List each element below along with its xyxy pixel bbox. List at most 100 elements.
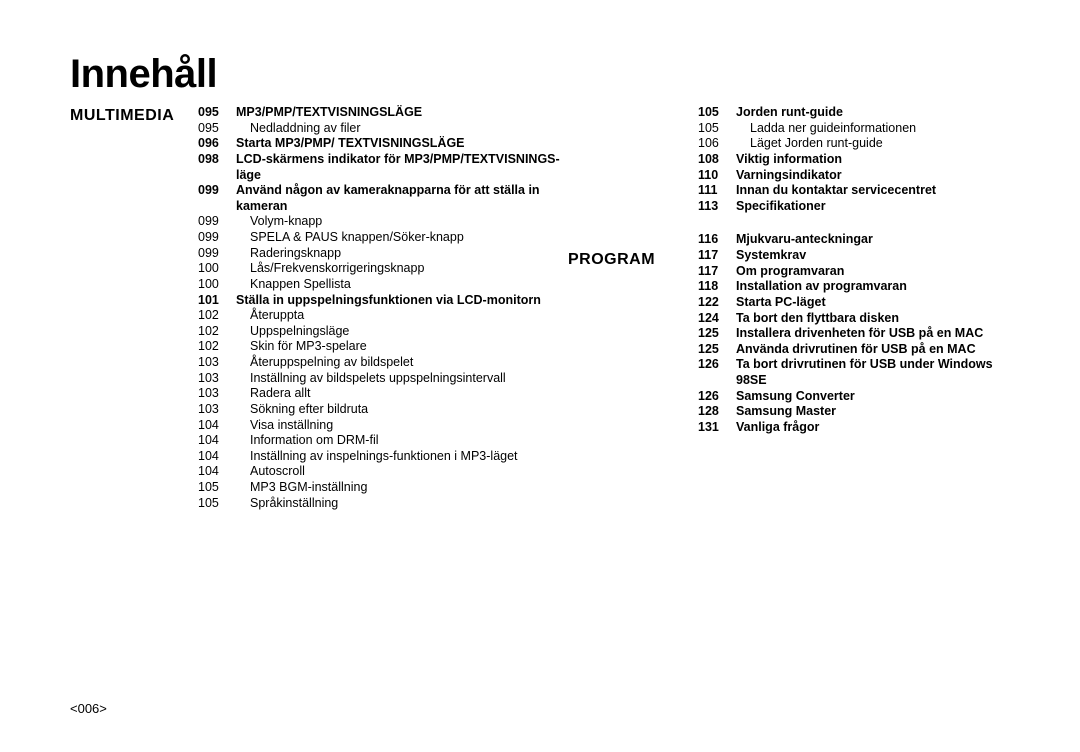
toc-row: 105Ladda ner guideinformationen	[698, 121, 1008, 137]
toc-row: 101Ställa in uppspelningsfunktionen via …	[198, 293, 568, 309]
toc-entry-text: Samsung Master	[736, 404, 1008, 420]
toc-page-number: 104	[198, 418, 236, 434]
toc-row: 110Varningsindikator	[698, 168, 1008, 184]
toc-page-number: 100	[198, 277, 236, 293]
toc-page-number: 103	[198, 371, 236, 387]
toc-entry-text: Nedladdning av filer	[236, 121, 568, 137]
toc-row: 105Språkinställning	[198, 496, 568, 512]
toc-entry-text: Information om DRM-fil	[236, 433, 568, 449]
toc-entry-text: SPELA & PAUS knappen/Söker-knapp	[236, 230, 568, 246]
toc-page-number: 095	[198, 121, 236, 137]
toc-entry-text: Inställning av bildspelets uppspelningsi…	[236, 371, 568, 387]
toc-row: 103Radera allt	[198, 386, 568, 402]
toc-page-number: 110	[698, 168, 736, 184]
toc-page-number: 103	[198, 355, 236, 371]
toc-page-number: 102	[198, 308, 236, 324]
toc-row: 113Specifikationer	[698, 199, 1008, 215]
toc-row: 105MP3 BGM-inställning	[198, 480, 568, 496]
toc-row: 103Sökning efter bildruta	[198, 402, 568, 418]
toc-row: 100Lås/Frekvenskorrigeringsknapp	[198, 261, 568, 277]
toc-page-number: 104	[198, 433, 236, 449]
toc-row: 105Jorden runt-guide	[698, 105, 1008, 121]
toc-row: 103Återuppspelning av bildspelet	[198, 355, 568, 371]
toc-entry-text: Återuppta	[236, 308, 568, 324]
toc-row: 098LCD-skärmens indikator för MP3/PMP/TE…	[198, 152, 568, 183]
toc-page-number: 099	[198, 183, 236, 199]
toc-entry-text: Uppspelningsläge	[236, 324, 568, 340]
toc-row: 099Använd någon av kameraknapparna för a…	[198, 183, 568, 214]
toc-row: 104Autoscroll	[198, 464, 568, 480]
toc-entry-text: Mjukvaru-anteckningar	[736, 232, 1008, 248]
toc-page-number: 126	[698, 389, 736, 405]
toc-entry-text: Använd någon av kameraknapparna för att …	[236, 183, 568, 214]
toc-page-number: 117	[698, 248, 736, 264]
toc-entry-text: Inställning av inspelnings-funktionen i …	[236, 449, 568, 465]
toc-row: 096Starta MP3/PMP/ TEXTVISNINGSLÄGE	[198, 136, 568, 152]
toc-page-number: 113	[698, 199, 736, 215]
toc-page-number: 099	[198, 230, 236, 246]
toc-entry-text: Viktig information	[736, 152, 1008, 168]
toc-column-1: 095MP3/PMP/TEXTVISNINGSLÄGE095Nedladdnin…	[198, 105, 568, 511]
toc-entry-text: Lås/Frekvenskorrigeringsknapp	[236, 261, 568, 277]
toc-row: 100Knappen Spellista	[198, 277, 568, 293]
toc-entry-text: Knappen Spellista	[236, 277, 568, 293]
toc-page-number: 124	[698, 311, 736, 327]
toc-entry-text: Varningsindikator	[736, 168, 1008, 184]
toc-entry-text: Om programvaran	[736, 264, 1008, 280]
toc-row: 102Uppspelningsläge	[198, 324, 568, 340]
toc-page-number: 108	[698, 152, 736, 168]
toc-entry-text: Jorden runt-guide	[736, 105, 1008, 121]
toc-column-2: 105Jorden runt-guide105Ladda ner guidein…	[698, 105, 1008, 511]
toc-entry-text: Autoscroll	[236, 464, 568, 480]
toc-row: 106Läget Jorden runt-guide	[698, 136, 1008, 152]
toc-row: 128Samsung Master	[698, 404, 1008, 420]
toc-page-number: 102	[198, 339, 236, 355]
page-title: Innehåll	[70, 52, 1020, 97]
toc-entry-text: Installation av programvaran	[736, 279, 1008, 295]
section-label-program: PROGRAM	[568, 251, 698, 269]
toc-row: 102Återuppta	[198, 308, 568, 324]
toc-page-number: 105	[698, 121, 736, 137]
toc-page-number: 101	[198, 293, 236, 309]
toc-row: 122Starta PC-läget	[698, 295, 1008, 311]
toc-entry-text: Ställa in uppspelningsfunktionen via LCD…	[236, 293, 568, 309]
page: Innehåll MULTIMEDIA 095MP3/PMP/TEXTVISNI…	[0, 0, 1080, 752]
toc-page-number: 099	[198, 214, 236, 230]
toc-row: 125Installera drivenheten för USB på en …	[698, 326, 1008, 342]
toc-page-number: 125	[698, 326, 736, 342]
toc-entry-text: MP3 BGM-inställning	[236, 480, 568, 496]
toc-entry-text: Vanliga frågor	[736, 420, 1008, 436]
toc-page-number: 103	[198, 402, 236, 418]
toc-row: 104Inställning av inspelnings-funktionen…	[198, 449, 568, 465]
toc-entry-text: Ta bort drivrutinen för USB under Window…	[736, 357, 1008, 388]
toc-entry-text: MP3/PMP/TEXTVISNINGSLÄGE	[236, 105, 568, 121]
toc-entry-text: Ladda ner guideinformationen	[736, 121, 1008, 137]
toc-page-number: 118	[698, 279, 736, 295]
toc-page-number: 117	[698, 264, 736, 280]
toc-page-number: 103	[198, 386, 236, 402]
toc-row: 124Ta bort den flyttbara disken	[698, 311, 1008, 327]
toc-entry-text: Visa inställning	[236, 418, 568, 434]
toc-page-number: 098	[198, 152, 236, 168]
toc-page-number: 111	[698, 183, 736, 199]
toc-row: 131Vanliga frågor	[698, 420, 1008, 436]
section-label-multimedia: MULTIMEDIA	[70, 107, 198, 125]
toc-entry-text: Ta bort den flyttbara disken	[736, 311, 1008, 327]
toc-page-number: 122	[698, 295, 736, 311]
toc-entry-text: Specifikationer	[736, 199, 1008, 215]
toc-row: 102Skin för MP3-spelare	[198, 339, 568, 355]
toc-page-number: 131	[698, 420, 736, 436]
toc-entry-text: Systemkrav	[736, 248, 1008, 264]
toc-row: 104Visa inställning	[198, 418, 568, 434]
toc-row: 116Mjukvaru-anteckningar	[698, 232, 1008, 248]
toc-row: 126Ta bort drivrutinen för USB under Win…	[698, 357, 1008, 388]
toc-entry-text: Läget Jorden runt-guide	[736, 136, 1008, 152]
toc-row: 108Viktig information	[698, 152, 1008, 168]
toc-entry-text: Starta PC-läget	[736, 295, 1008, 311]
toc-page-number: 125	[698, 342, 736, 358]
toc-entry-text: Innan du kontaktar servicecentret	[736, 183, 1008, 199]
toc-entry-text: Samsung Converter	[736, 389, 1008, 405]
toc-entry-text: Återuppspelning av bildspelet	[236, 355, 568, 371]
toc-page-number: 099	[198, 246, 236, 262]
toc-page-number: 105	[198, 480, 236, 496]
